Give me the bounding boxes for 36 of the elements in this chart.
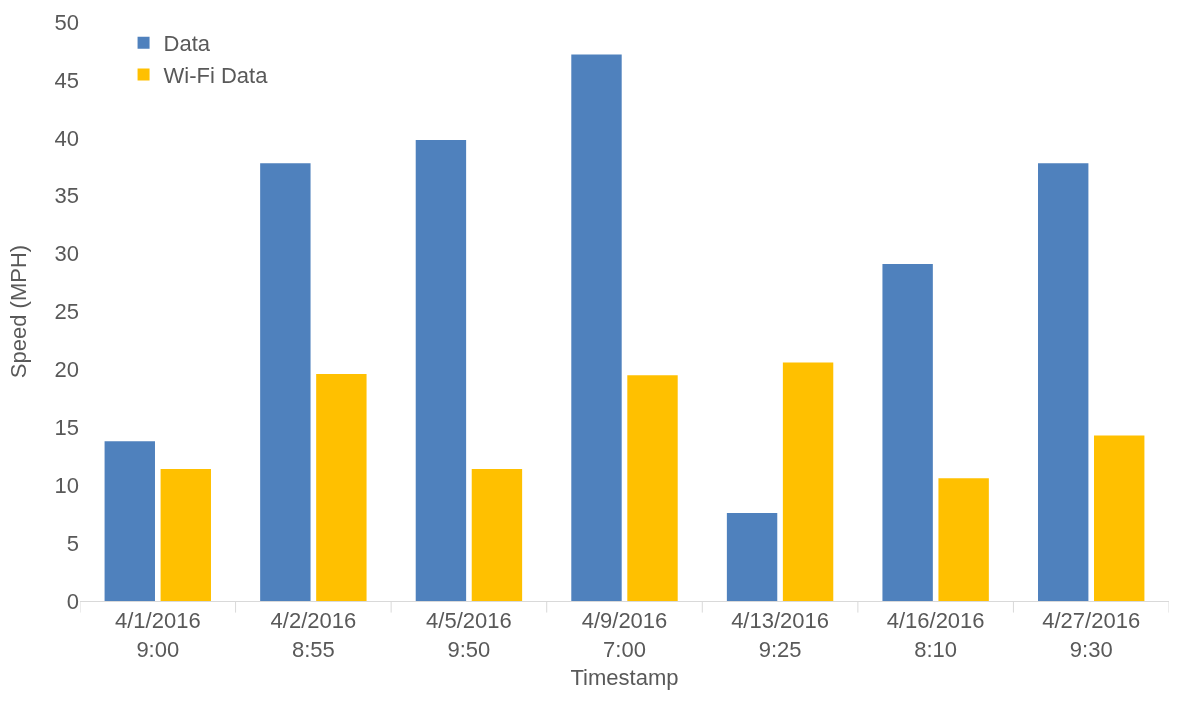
bar (571, 54, 622, 601)
x-tick-label: 4/13/2016 9:25 (731, 608, 830, 662)
x-tick-label: 4/27/2016 9:30 (1042, 608, 1141, 662)
bar (782, 362, 834, 601)
legend-label: Data (163, 31, 211, 57)
bar (260, 163, 311, 601)
bar (471, 468, 523, 601)
bar (938, 478, 989, 601)
bar (627, 375, 678, 601)
y-tick-label: 15 (54, 415, 79, 440)
bar (1094, 435, 1145, 601)
y-tick-label: 30 (54, 241, 79, 267)
bar (726, 512, 778, 601)
x-tick-label: 4/1/2016 9:00 (114, 608, 201, 662)
y-tick-label: 20 (54, 357, 79, 383)
y-tick-label: 35 (54, 183, 79, 209)
bar (160, 468, 211, 601)
y-axis-title: Speed (MPH) (6, 244, 31, 379)
bar (1038, 163, 1089, 601)
x-tick-label: 4/2/2016 8:55 (270, 608, 357, 662)
y-tick-label: 10 (54, 472, 79, 498)
bar (882, 264, 933, 601)
x-axis-title: Timestamp (570, 664, 679, 690)
y-tick-label: 25 (54, 299, 79, 325)
bar (415, 140, 467, 601)
x-tick-label: 4/16/2016 8:10 (886, 608, 985, 662)
y-tick-label: 5 (66, 530, 79, 556)
x-tick-label: 4/5/2016 9:50 (426, 608, 512, 662)
y-tick-label: 40 (54, 125, 79, 151)
bar (316, 374, 367, 601)
y-tick-label: 50 (54, 9, 79, 35)
legend-label: Wi-Fi Data (163, 62, 269, 88)
y-tick-label: 45 (54, 67, 79, 93)
bar (104, 441, 155, 601)
y-tick-label: 0 (66, 588, 79, 614)
x-tick-label: 4/9/2016 7:00 (581, 608, 668, 662)
